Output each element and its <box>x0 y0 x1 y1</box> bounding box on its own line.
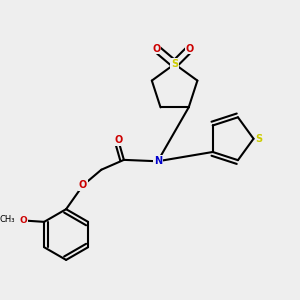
Text: O: O <box>114 135 122 145</box>
Text: N: N <box>154 156 162 166</box>
Text: S: S <box>256 134 263 144</box>
Text: O: O <box>152 44 160 53</box>
Text: O: O <box>79 180 87 190</box>
Text: O: O <box>19 216 27 225</box>
Text: CH₃: CH₃ <box>0 214 15 224</box>
Text: O: O <box>186 44 194 53</box>
Text: S: S <box>171 59 178 69</box>
